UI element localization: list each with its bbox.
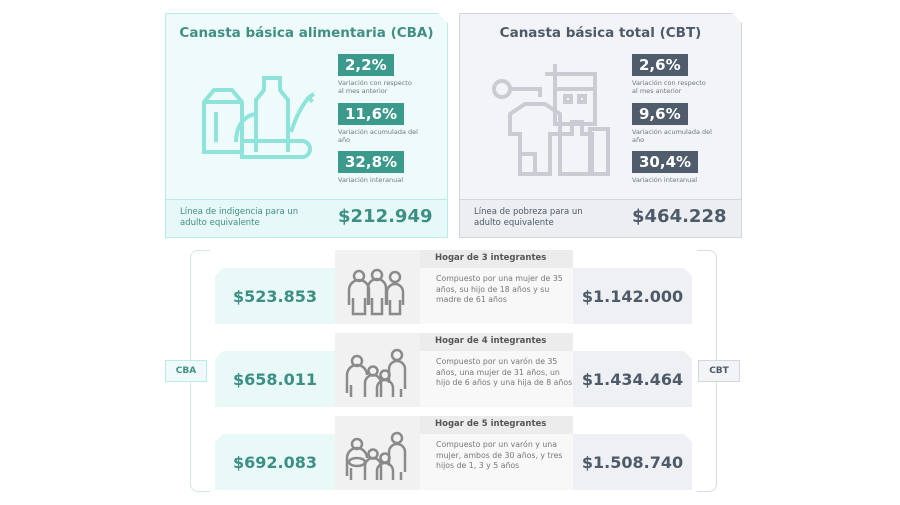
- groceries-icon: [196, 72, 316, 162]
- stat-label: Variación acumulada del año: [632, 128, 712, 144]
- cba-footer: Línea de indigencia para un adulto equiv…: [166, 199, 447, 237]
- stat-value: 30,4%: [632, 151, 698, 173]
- cbt-footer: Línea de pobreza para un adulto equivale…: [460, 199, 741, 237]
- household-cbt-value: $1.508.740: [573, 434, 692, 490]
- family-3-icon: [335, 250, 420, 324]
- indigence-line-label: Línea de indigencia para un adulto equiv…: [180, 207, 299, 228]
- cbt-card: Canasta básica total (CBT) 2,6% Variación…: [459, 13, 742, 238]
- stat-value: 11,6%: [338, 103, 404, 125]
- stat-label: Variación interanual: [632, 176, 698, 184]
- cba-card: Canasta básica alimentaria (CBA) 2,2% Var…: [165, 13, 448, 238]
- stat-label: Variación con respecto al mes anterior: [338, 79, 412, 95]
- household-description: Compuesto por una mujer de 35 años, su h…: [420, 268, 573, 324]
- household-description: Compuesto por un varón de 35 años, una m…: [420, 351, 573, 407]
- household-cbt-value: $1.434.464: [573, 351, 692, 407]
- family-5-icon: [335, 416, 420, 490]
- household-title: Hogar de 5 integrantes: [420, 416, 573, 434]
- household-cba-value: $692.083: [215, 434, 335, 490]
- household-description: Compuesto por un varón y una mujer, ambo…: [420, 434, 573, 490]
- household-row: $692.083 Hogar de 5 integrantes Compuest…: [215, 416, 692, 496]
- cba-stat-yearly: 32,8% Variación interanual: [338, 151, 418, 184]
- household-cba-value: $658.011: [215, 351, 335, 407]
- household-title: Hogar de 4 integrantes: [420, 333, 573, 351]
- household-cba-value: $523.853: [215, 268, 335, 324]
- household-row: $658.011 Hogar de 4 integrantes Compuest…: [215, 333, 692, 413]
- cbt-side-label: CBT: [698, 360, 740, 382]
- cba-title: Canasta básica alimentaria (CBA): [179, 25, 434, 41]
- cba-stat-accumulated: 11,6% Variación acumulada del año: [338, 103, 418, 144]
- household-cbt-value: $1.142.000: [573, 268, 692, 324]
- stat-value: 2,2%: [338, 54, 394, 76]
- cba-stat-monthly: 2,2% Variación con respecto al mes anteri…: [338, 54, 418, 95]
- cba-side-label: CBA: [165, 360, 207, 382]
- household-row: $523.853 Hogar de 3 integrantes Compuest…: [215, 250, 692, 330]
- stat-value: 2,6%: [632, 54, 688, 76]
- cbt-stat-yearly: 30,4% Variación interanual: [632, 151, 712, 184]
- stat-label: Variación interanual: [338, 176, 404, 184]
- cbt-stat-monthly: 2,6% Variación con respecto al mes anteri…: [632, 54, 712, 95]
- stat-label: Variación acumulada del año: [338, 128, 418, 144]
- stat-label: Variación con respecto al mes anterior: [632, 79, 706, 95]
- cbt-stat-accumulated: 9,6% Variación acumulada del año: [632, 103, 712, 144]
- stat-value: 9,6%: [632, 103, 688, 125]
- poverty-line-value: $464.228: [632, 206, 727, 227]
- goods-services-icon: [490, 54, 620, 184]
- family-4-icon: [335, 333, 420, 407]
- cbt-title: Canasta básica total (CBT): [499, 25, 702, 41]
- indigence-line-value: $212.949: [338, 206, 433, 227]
- stat-value: 32,8%: [338, 151, 404, 173]
- poverty-line-label: Línea de pobreza para un adulto equivale…: [474, 207, 583, 228]
- household-title: Hogar de 3 integrantes: [420, 250, 573, 268]
